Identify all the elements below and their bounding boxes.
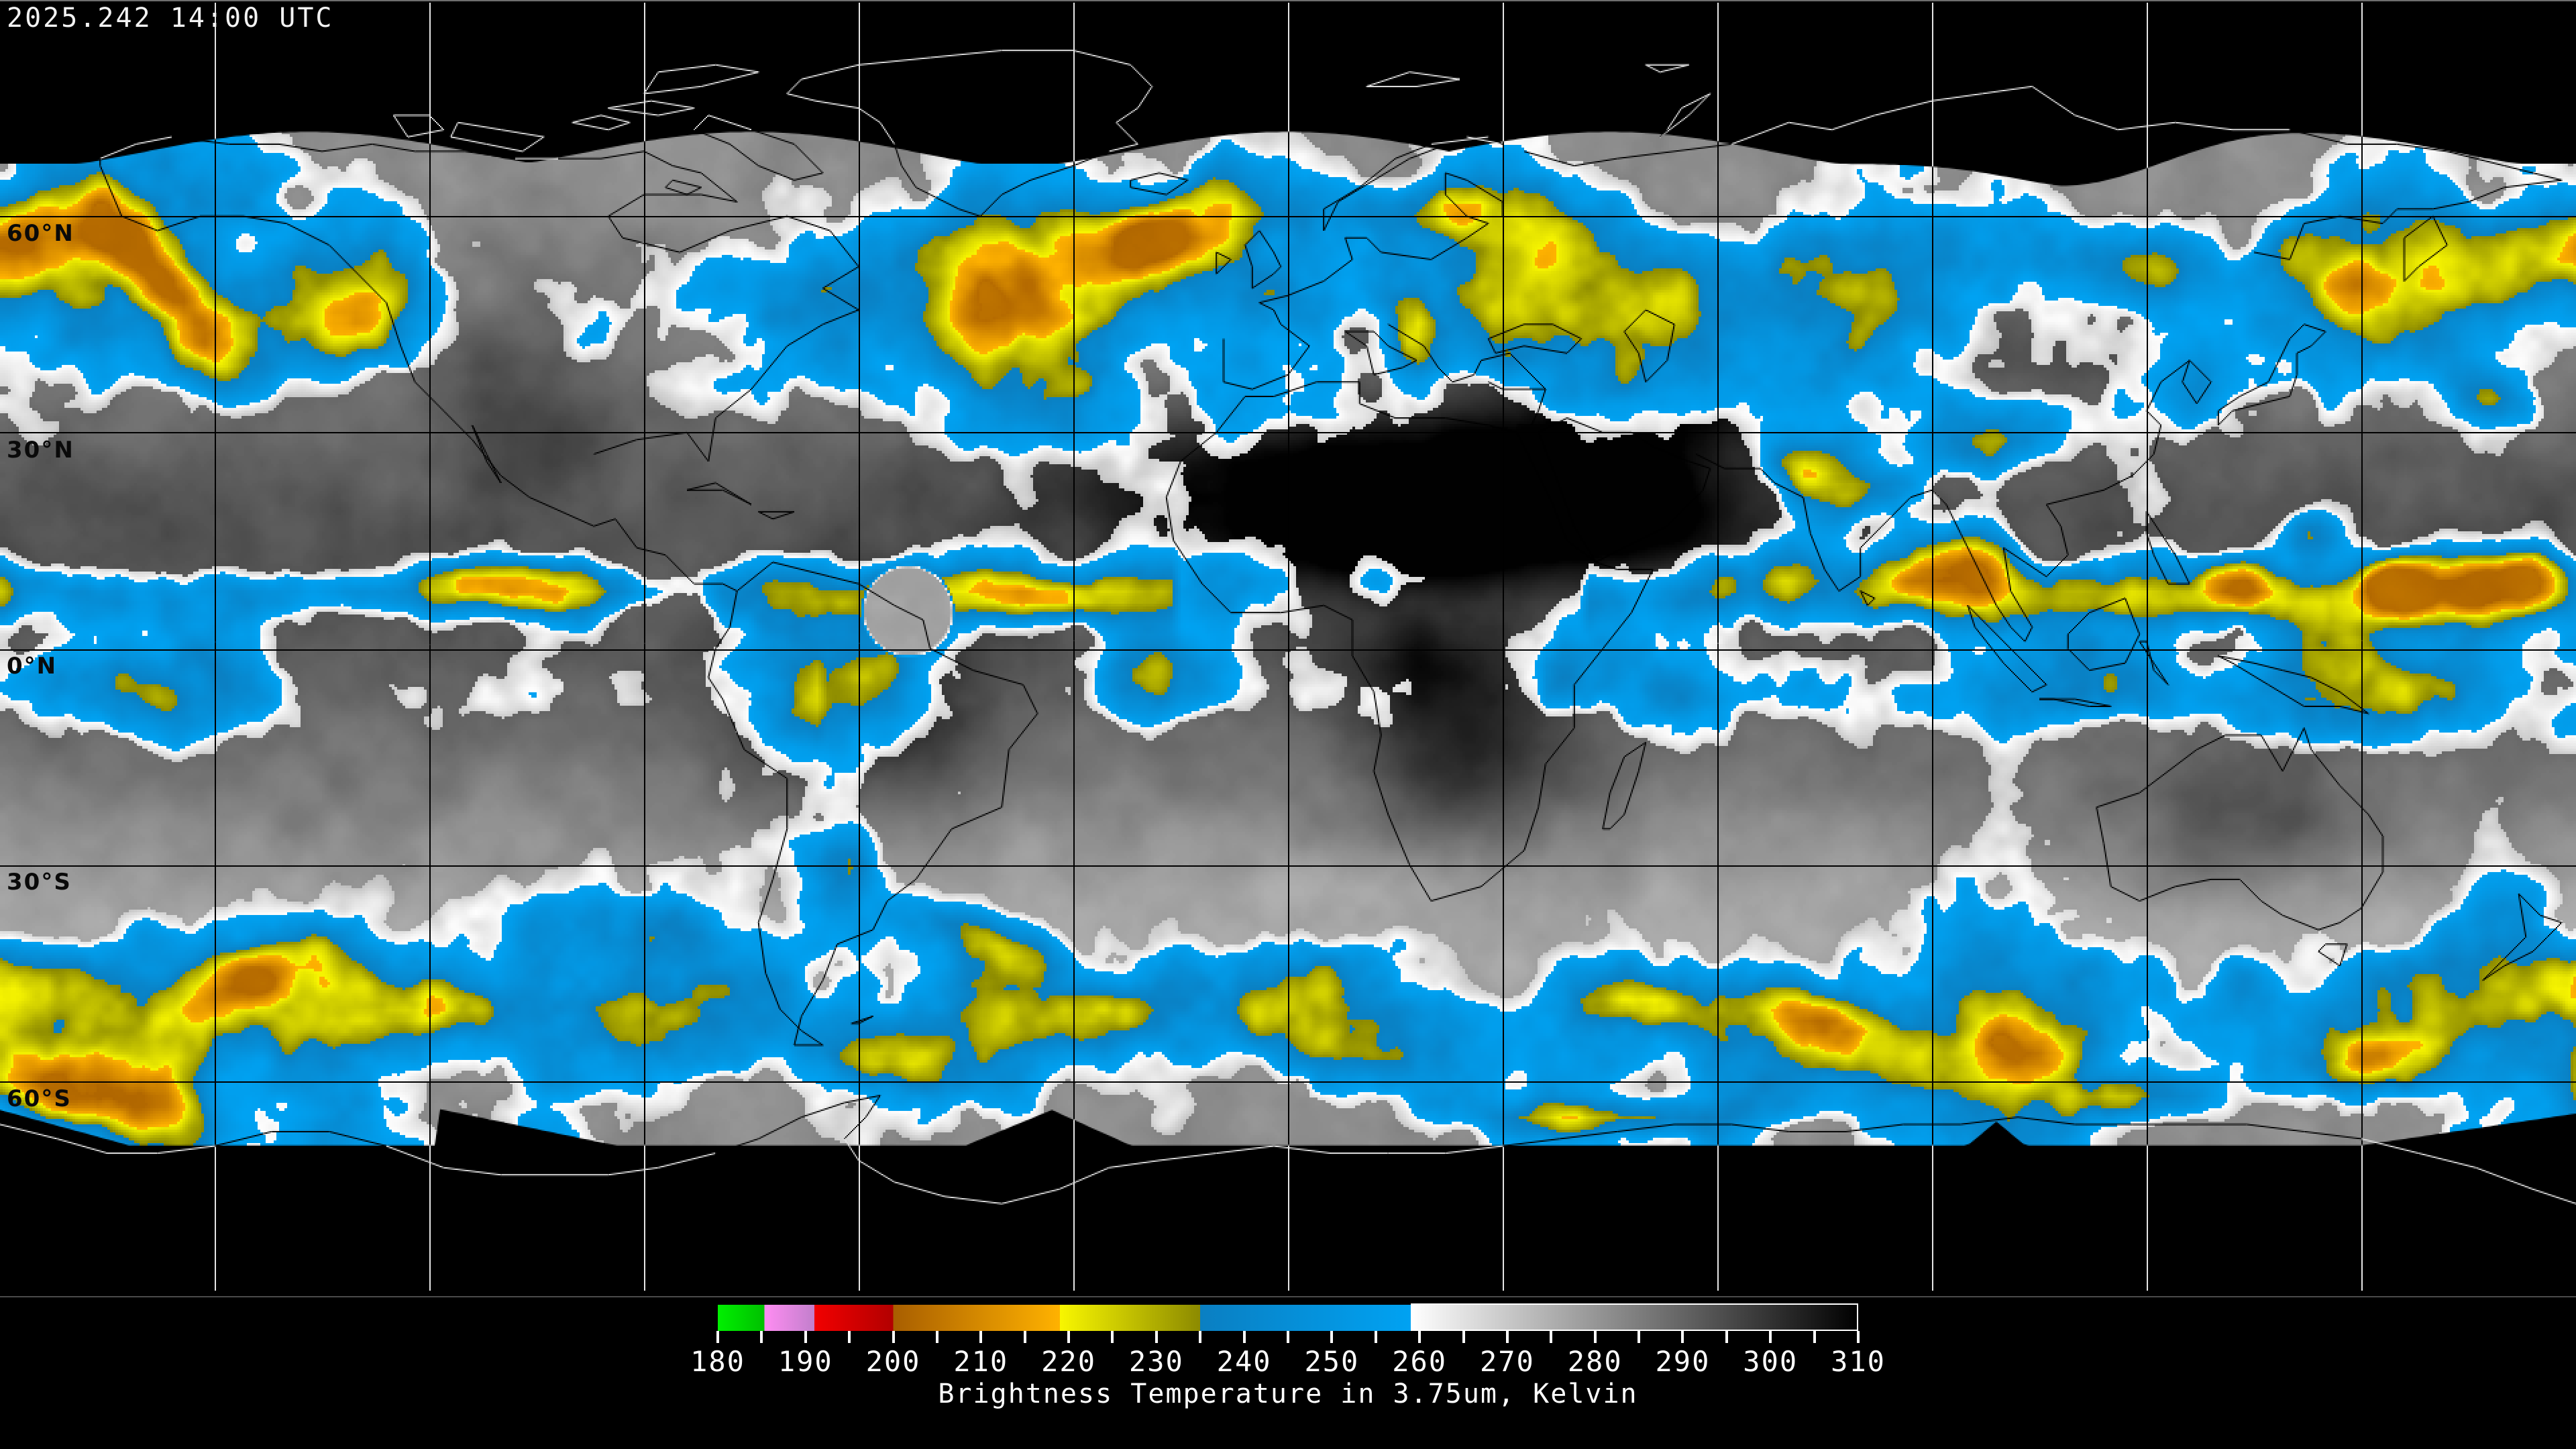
colorbar-tick-label: 280 bbox=[1567, 1345, 1623, 1378]
colorbar-tick bbox=[1418, 1331, 1421, 1343]
colorbar-tick bbox=[1769, 1331, 1772, 1343]
colorbar-tick-label: 310 bbox=[1831, 1345, 1886, 1378]
colorbar-tick-label: 260 bbox=[1392, 1345, 1448, 1378]
colorbar-tick-label: 200 bbox=[865, 1345, 921, 1378]
latitude-label: 60°S bbox=[7, 1085, 72, 1112]
latitude-label: 30°S bbox=[7, 869, 72, 896]
colorbar-tick bbox=[1593, 1331, 1597, 1343]
colorbar-tick bbox=[1505, 1331, 1509, 1343]
legend: 180 190 200 210 220 230 240 250 260 270 280 290 300 3… bbox=[690, 1303, 1884, 1449]
latitude-label: 60°N bbox=[7, 220, 74, 248]
colorbar-tick-label: 220 bbox=[1041, 1345, 1096, 1378]
colorbar-tick bbox=[1330, 1331, 1334, 1343]
colorbar-gray-outline bbox=[1411, 1303, 1858, 1331]
colorbar-tick bbox=[1155, 1331, 1158, 1343]
colorbar-tick bbox=[1725, 1331, 1728, 1343]
colorbar-tick bbox=[848, 1331, 851, 1343]
colorbar-tick-label: 180 bbox=[690, 1345, 745, 1378]
colorbar-tick-label: 240 bbox=[1216, 1345, 1272, 1378]
colorbar-tick bbox=[979, 1331, 983, 1343]
colorbar-tick bbox=[1374, 1331, 1377, 1343]
colorbar-tick bbox=[1857, 1331, 1860, 1343]
colorbar-tick bbox=[1550, 1331, 1553, 1343]
colorbar-tick bbox=[892, 1331, 895, 1343]
colorbar-tick-label: 210 bbox=[953, 1345, 1009, 1378]
colorbar-tick bbox=[1462, 1331, 1465, 1343]
colorbar-tick bbox=[1111, 1331, 1114, 1343]
latitude-label: 30°N bbox=[7, 436, 74, 464]
colorbar-tick-label: 230 bbox=[1128, 1345, 1184, 1378]
timestamp: 2025.242 14:00 UTC bbox=[7, 3, 334, 34]
colorbar bbox=[718, 1303, 1858, 1331]
colorbar-tick bbox=[716, 1331, 719, 1343]
colorbar-tick bbox=[804, 1331, 807, 1343]
colorbar-tick bbox=[1023, 1331, 1026, 1343]
colorbar-tick bbox=[1287, 1331, 1289, 1343]
colorbar-tick bbox=[1067, 1331, 1071, 1343]
latitude-label: 0°N bbox=[7, 653, 58, 680]
colorbar-tick-label: 300 bbox=[1743, 1345, 1799, 1378]
colorbar-tick-label: 190 bbox=[777, 1345, 833, 1378]
colorbar-tick bbox=[935, 1331, 938, 1343]
colorbar-tick bbox=[760, 1331, 763, 1343]
colorbar-tick-label: 270 bbox=[1479, 1345, 1535, 1378]
colorbar-tick bbox=[1638, 1331, 1641, 1343]
colorbar-tick-label: 290 bbox=[1655, 1345, 1711, 1378]
colorbar-tick bbox=[1242, 1331, 1246, 1343]
colorbar-tick bbox=[1813, 1331, 1816, 1343]
colorbar-tick-label: 250 bbox=[1304, 1345, 1360, 1378]
colorbar-caption: Brightness Temperature in 3.75um, Kelvin bbox=[938, 1379, 1638, 1409]
colorbar-tick bbox=[1199, 1331, 1202, 1343]
colorbar-tick bbox=[1681, 1331, 1684, 1343]
